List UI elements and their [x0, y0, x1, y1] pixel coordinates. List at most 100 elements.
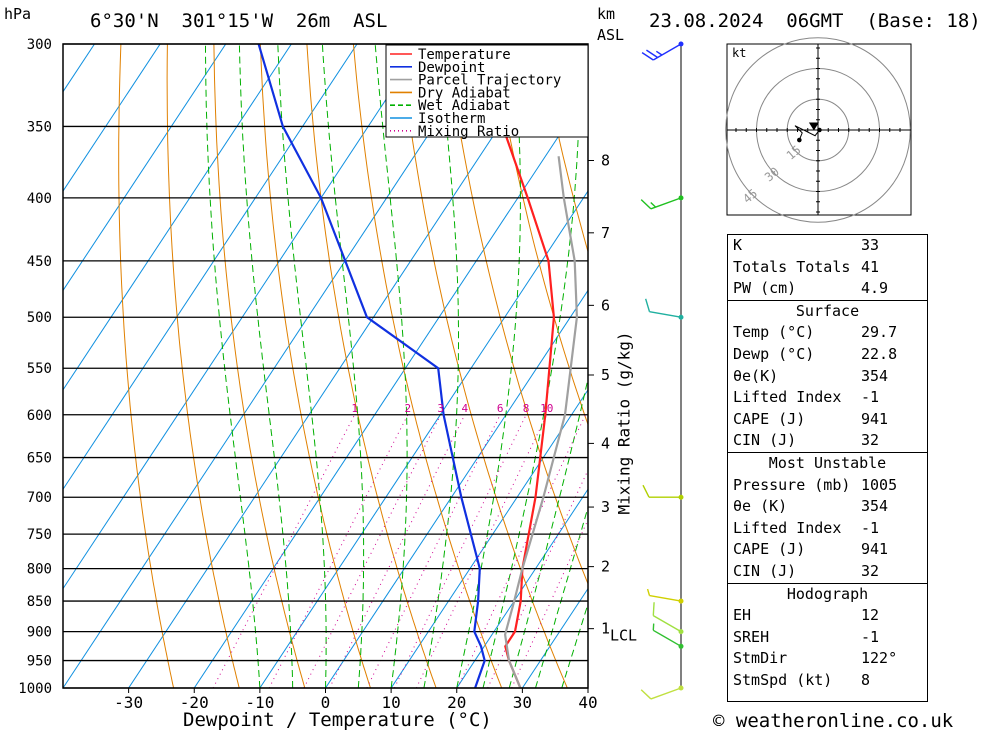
wind-barb-feather — [655, 50, 663, 56]
pressure-tick-label: 750 — [27, 527, 52, 543]
wind-barb-shaft — [649, 310, 682, 318]
isotherm-line — [456, 488, 588, 688]
index-value: 354 — [861, 366, 889, 385]
index-label: Temp (°C) — [733, 323, 815, 342]
index-label: StmSpd (kt) — [733, 670, 833, 689]
index-row: Temp (°C) 29.7 — [728, 322, 927, 344]
legend-entry: Parcel Trajectory — [418, 73, 561, 89]
index-value: 941 — [861, 409, 889, 428]
wet-adiabat-line — [508, 376, 588, 688]
mixing-ratio-line — [511, 518, 588, 688]
general-indices: K 33 Totals Totals 41 PW (cm) 4.9 — [728, 235, 927, 300]
pressure-tick-label: 800 — [27, 562, 52, 578]
index-row: StmDir 122° — [728, 648, 927, 670]
isotherm-line — [259, 190, 588, 688]
mixing-ratio-line — [457, 414, 586, 688]
index-row: CAPE (J) 941 — [728, 409, 927, 431]
index-value: 29.7 — [861, 323, 898, 342]
wet-adiabat-line — [238, 44, 294, 688]
index-value: 12 — [861, 606, 880, 625]
pressure-tick-label: 950 — [27, 654, 52, 670]
index-row: Lifted Index -1 — [728, 518, 927, 540]
index-label: Dewp (°C) — [733, 344, 815, 363]
index-value: 41 — [861, 257, 880, 276]
index-label: CIN (J) — [733, 431, 797, 450]
dry-adiabat-line — [118, 44, 175, 688]
x-tick-label: 40 — [578, 693, 597, 712]
index-value: 33 — [861, 236, 880, 254]
wet-adiabat-line — [456, 44, 521, 688]
index-row: θe(K) 354 — [728, 366, 927, 388]
isotherm-line — [193, 90, 588, 688]
wind-barb-feather — [646, 588, 651, 596]
hodograph-point — [817, 127, 822, 133]
wind-barb-shaft — [652, 43, 682, 61]
wind-barb-shaft — [652, 615, 682, 633]
altitude-tick-label: 7 — [601, 224, 610, 242]
index-row: CIN (J) 32 — [728, 561, 927, 583]
index-value: 22.8 — [861, 344, 898, 363]
mixing-ratio-line — [366, 414, 501, 688]
most-unstable-title: Most Unstable — [768, 453, 887, 472]
index-row: θe (K) 354 — [728, 496, 927, 518]
index-row: PW (cm) 4.9 — [728, 278, 927, 300]
index-value: 354 — [861, 497, 889, 516]
mixing-ratio-line — [487, 468, 588, 688]
pressure-tick-label: 300 — [27, 37, 52, 53]
mixing-ratio-label: 6 — [497, 402, 504, 415]
wind-barb-feather — [650, 201, 657, 208]
wet-adiabat-line — [482, 44, 581, 688]
index-value: 8 — [861, 670, 871, 689]
lcl-label: LCL — [610, 627, 637, 645]
surface-indices: Temp (°C) 29.7 Dewp (°C) 22.8 θe(K) 354 Lifted… — [728, 322, 927, 452]
pressure-tick-label: 1000 — [18, 681, 52, 697]
mixing-ratio-label: 2 — [404, 402, 411, 415]
wind-barb-feather — [640, 199, 652, 210]
pressure-tick-label: 600 — [27, 408, 52, 424]
wind-barb-shaft — [652, 629, 682, 647]
footer-credit[interactable]: © weatheronline.co.uk — [713, 710, 954, 732]
x-tick-label: 30 — [513, 693, 532, 712]
hodograph-point — [797, 137, 802, 143]
index-value: 32 — [861, 561, 880, 580]
pressure-tick-label: 500 — [27, 310, 52, 326]
storm-motion-marker — [808, 122, 819, 131]
legend-entry: Isotherm — [418, 111, 485, 127]
mixing-ratio-line — [212, 414, 356, 688]
wind-barb-shaft — [650, 687, 682, 700]
wind-barb-feather — [652, 602, 655, 616]
wet-adiabat-line — [374, 44, 408, 688]
altitude-tick-label: 6 — [601, 296, 610, 314]
wind-barb-feather — [644, 298, 651, 312]
pressure-tick-label: 850 — [27, 594, 52, 610]
index-row: StmSpd (kt) 8 — [728, 670, 927, 692]
legend-entry: Temperature — [418, 47, 511, 63]
index-row: SREH -1 — [728, 627, 927, 649]
pressure-tick-label: 700 — [27, 490, 52, 506]
index-label: SREH — [733, 627, 770, 646]
isotherm-line — [324, 289, 588, 688]
pressure-tick-label: 400 — [27, 191, 52, 207]
index-value: 4.9 — [861, 279, 889, 298]
x-axis-label: Dewpoint / Temperature (°C) — [183, 709, 492, 731]
index-label: CAPE (J) — [733, 540, 806, 559]
most-unstable-indices: Pressure (mb) 1005 θe (K) 354 Lifted Index -1… — [728, 475, 927, 583]
pressure-tick-label: 450 — [27, 254, 52, 270]
index-row: Pressure (mb) 1005 — [728, 475, 927, 497]
index-value: -1 — [861, 518, 880, 537]
legend-entry: Dewpoint — [418, 60, 485, 76]
index-value: 122° — [861, 649, 898, 668]
index-value: 941 — [861, 540, 889, 559]
altitude-tick-label: 1 — [601, 620, 610, 638]
index-label: Pressure (mb) — [733, 475, 851, 494]
index-label: Lifted Index — [733, 388, 842, 407]
indices-panel: K 33 Totals Totals 41 PW (cm) 4.9 Surface Tem… — [727, 234, 928, 702]
mixing-ratio-label: 10 — [540, 402, 553, 415]
isotherm-line — [63, 44, 161, 192]
mixing-ratio-label: 8 — [523, 402, 530, 415]
mixing-ratio-axis-label: Mixing Ratio (g/kg) — [614, 331, 634, 515]
datetime-title: 23.08.2024 06GMT (Base: 18) — [649, 10, 981, 32]
mixing-ratio-line — [303, 414, 442, 688]
index-row: CIN (J) 32 — [728, 430, 927, 452]
index-label: Lifted Index — [733, 518, 842, 537]
